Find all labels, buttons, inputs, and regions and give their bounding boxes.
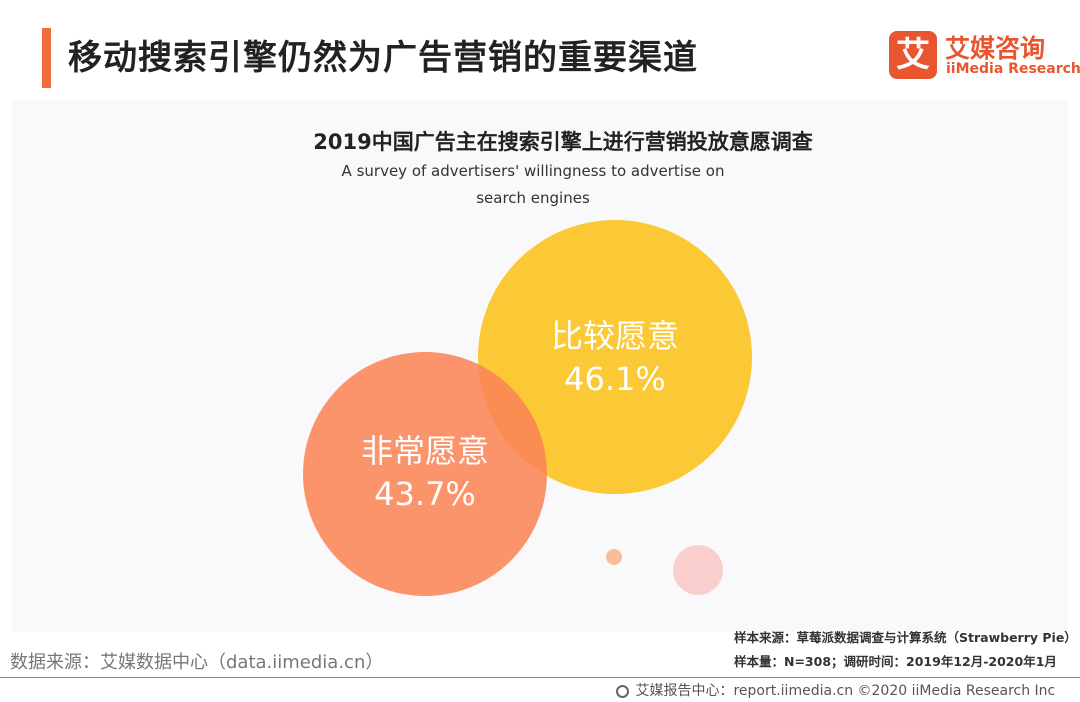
sample-size-note: 样本量：N=308；调研时间：2019年12月-2020年1月 (734, 654, 1057, 669)
data-source: 数据来源：艾媒数据中心（data.iimedia.cn） (10, 652, 384, 673)
logo-mark: 艾 (889, 31, 937, 79)
footer-text: 艾媒报告中心：report.iimedia.cn ©2020 iiMedia R… (635, 683, 1056, 699)
sample-source-note: 样本来源：草莓派数据调查与计算系统（Strawberry Pie） (734, 630, 1077, 645)
bubble-value-1: 46.1% (564, 360, 666, 398)
bubble-label-2: 非常愿意 (361, 432, 489, 470)
bubble-4 (606, 549, 622, 565)
chart-subtitle: A survey of advertisers' willingness to … (341, 162, 725, 207)
title-accent-bar (42, 28, 51, 88)
footer: 艾媒报告中心：report.iimedia.cn ©2020 iiMedia R… (616, 680, 1055, 700)
footer-divider (0, 677, 1080, 678)
bubble-value-2: 43.7% (374, 475, 476, 513)
bubble-label-1: 比较愿意 (551, 317, 679, 355)
iimedia-logo: 艾 艾媒咨询 iiMedia Research (889, 31, 1080, 81)
logo-name-en: iiMedia Research (946, 61, 1080, 77)
bubble-3 (673, 545, 723, 595)
page-title: 移动搜索引擎仍然为广告营销的重要渠道 (68, 38, 698, 78)
bubble-2 (303, 352, 547, 596)
chart-title: 2019中国广告主在搜索引擎上进行营销投放意愿调查 (313, 130, 813, 154)
globe-icon (616, 685, 629, 698)
bubble-1 (478, 220, 752, 494)
logo-name-cn: 艾媒咨询 (945, 34, 1046, 63)
